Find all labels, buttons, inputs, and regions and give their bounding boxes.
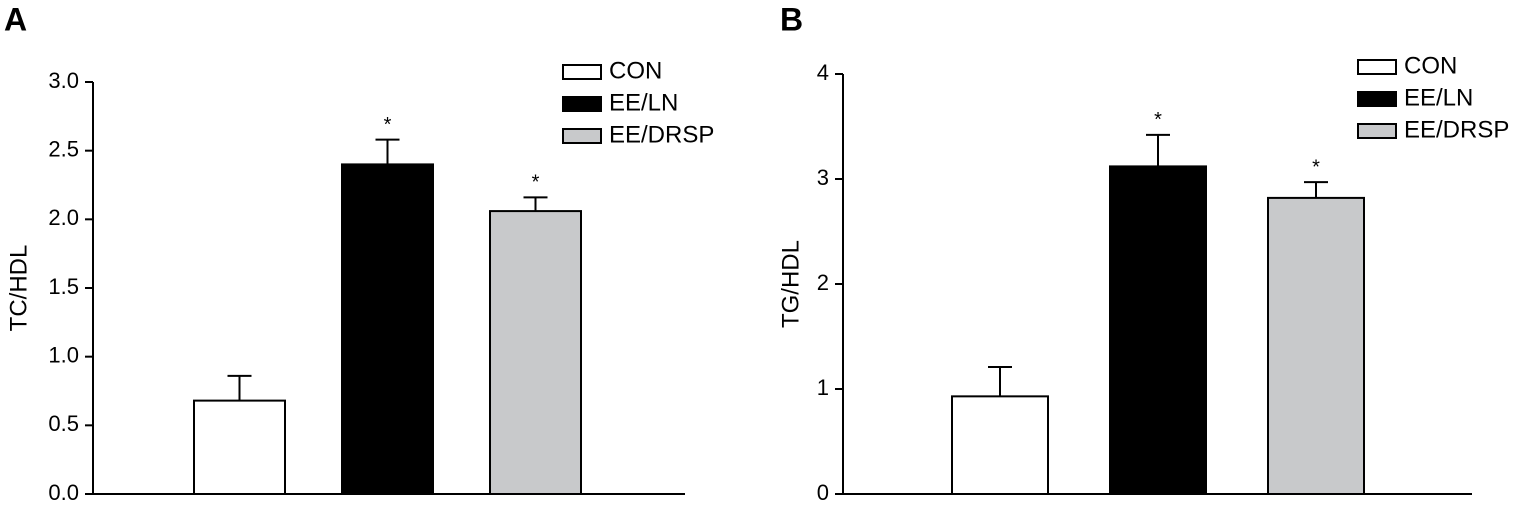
legend-label: CON <box>609 57 662 84</box>
y-tick-label: 3.0 <box>48 68 79 93</box>
legend-swatch <box>1357 59 1397 75</box>
y-tick-label: 1.0 <box>48 342 79 367</box>
bar <box>193 399 286 496</box>
legend-swatch <box>562 128 602 144</box>
panel-label: B <box>780 1 803 37</box>
y-tick-label: 1.5 <box>48 274 79 299</box>
bar <box>341 163 434 495</box>
y-tick-label: 2 <box>817 270 829 295</box>
error-bar <box>523 196 548 212</box>
y-tick-label: 2.0 <box>48 205 79 230</box>
y-tick-label: 0.5 <box>48 411 79 436</box>
y-tick-label: 1 <box>817 375 829 400</box>
legend-label: EE/LN <box>609 89 678 116</box>
bar <box>489 210 582 496</box>
legend-label: EE/LN <box>1404 84 1473 111</box>
y-tick-label: 2.5 <box>48 136 79 161</box>
bar <box>1267 196 1365 495</box>
panel-label: A <box>4 1 27 37</box>
error-bar <box>1304 181 1328 198</box>
y-axis-label: TC/HDL <box>5 245 32 332</box>
legend-swatch <box>1357 91 1397 107</box>
legend-label: CON <box>1404 52 1457 79</box>
error-bar <box>1146 133 1170 167</box>
legend-swatch <box>1357 123 1397 139</box>
y-tick-label: 0.0 <box>48 480 79 505</box>
significance-marker: * <box>1154 109 1162 131</box>
legend-label: EE/DRSP <box>609 121 714 148</box>
legend-label: EE/DRSP <box>1404 116 1509 143</box>
error-bar <box>375 138 400 165</box>
bar <box>951 395 1049 496</box>
significance-marker: * <box>1312 156 1320 178</box>
y-tick-label: 3 <box>817 165 829 190</box>
significance-marker: * <box>532 172 540 194</box>
significance-marker: * <box>384 114 392 136</box>
y-tick-label: 0 <box>817 480 829 505</box>
bar <box>1109 165 1207 495</box>
error-bar <box>227 374 252 401</box>
legend-swatch <box>562 64 602 80</box>
error-bar <box>988 365 1012 397</box>
y-tick-label: 4 <box>817 60 829 85</box>
y-axis-label: TG/HDL <box>777 240 804 328</box>
legend-swatch <box>562 96 602 112</box>
